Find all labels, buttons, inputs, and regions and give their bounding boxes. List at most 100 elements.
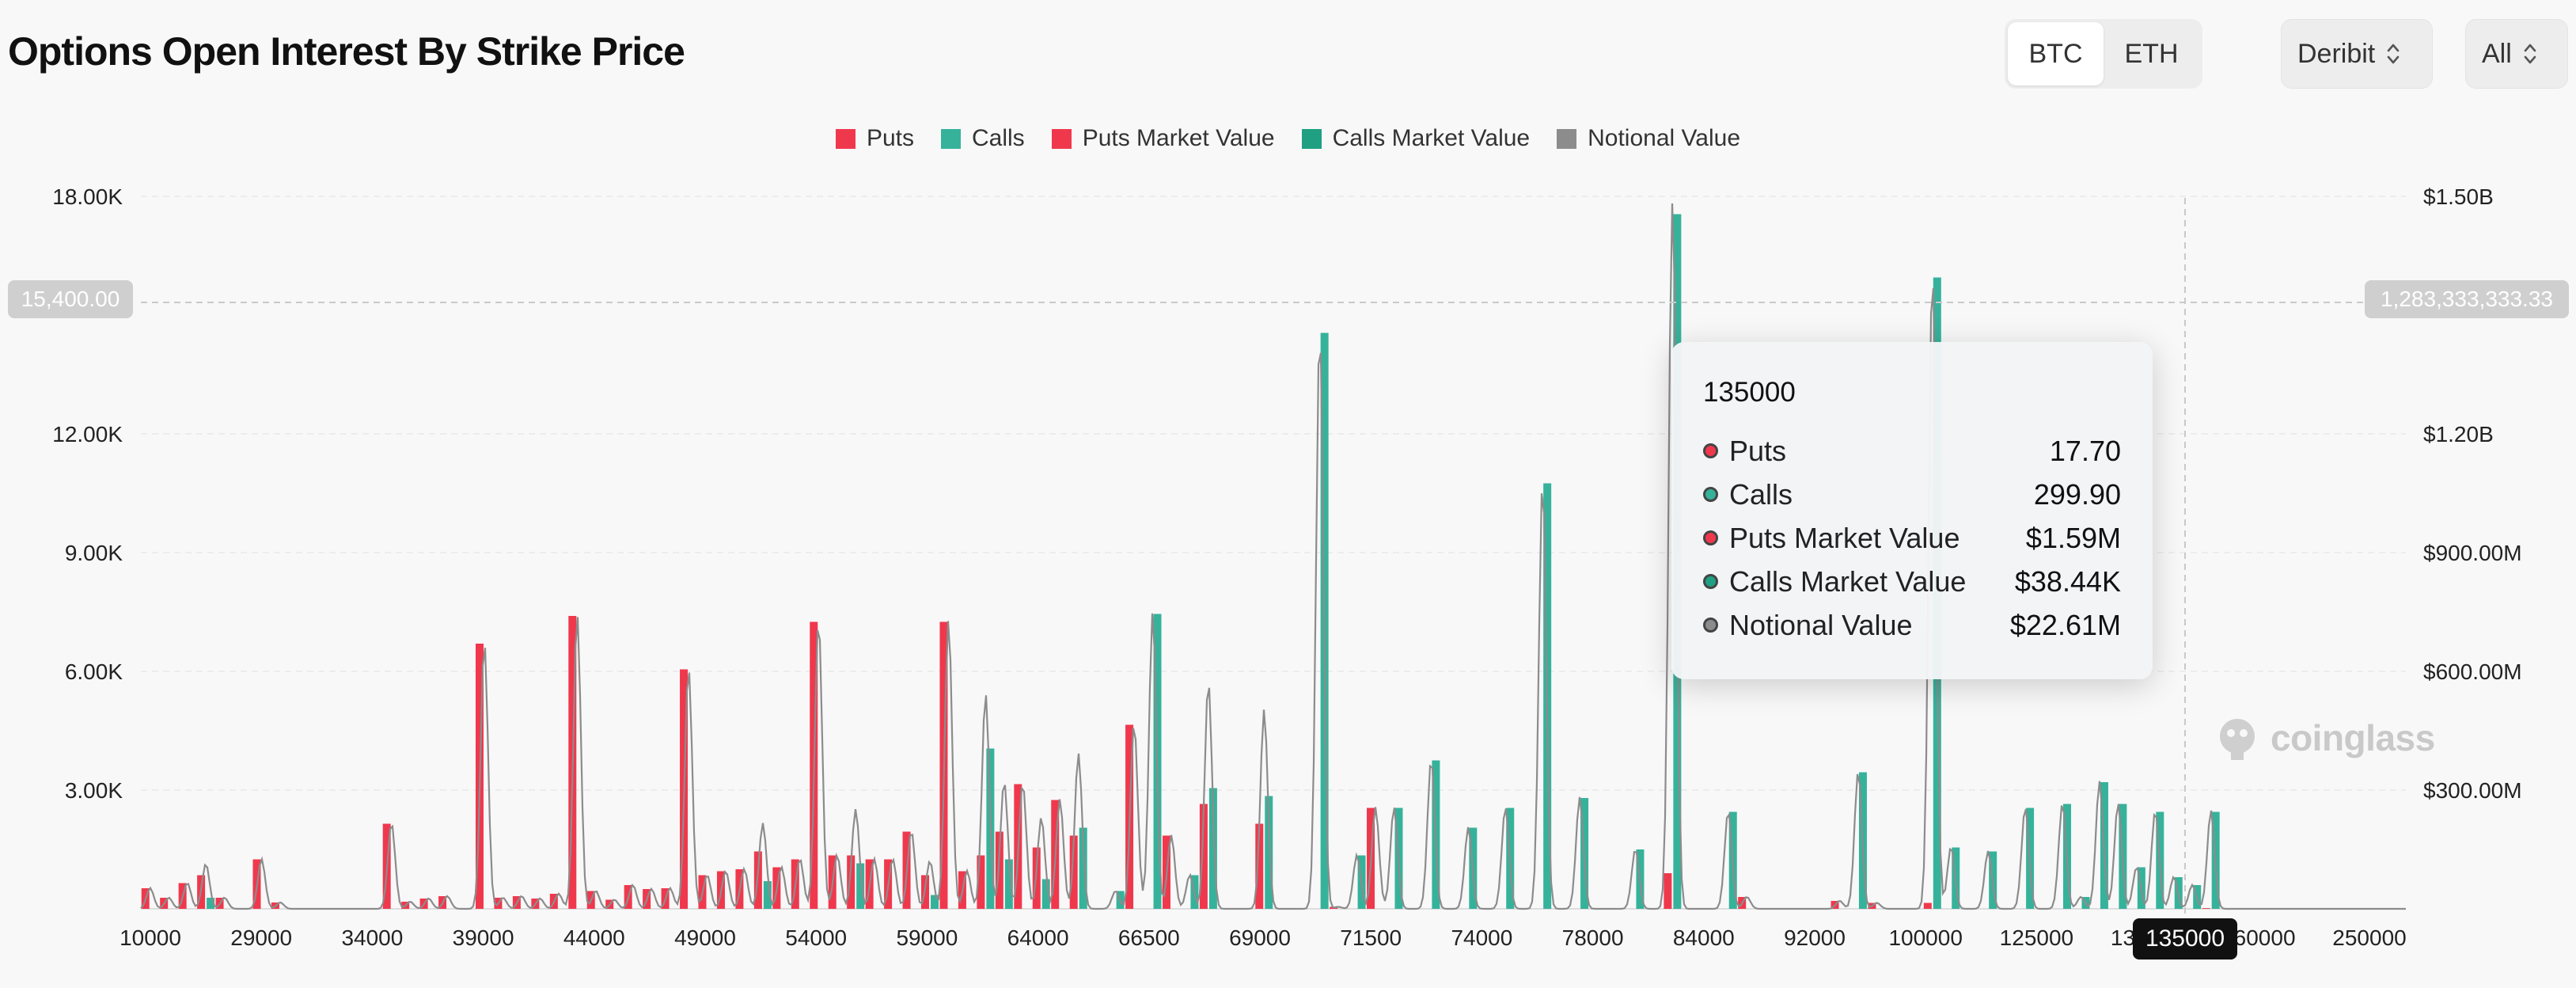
- bar-puts[interactable]: [1199, 804, 1208, 910]
- chart-tooltip: 135000 Puts 17.70 Calls 299.90 Puts Mark…: [1671, 342, 2153, 679]
- tooltip-label: Notional Value: [1729, 608, 1913, 641]
- tooltip-dot: [1703, 487, 1718, 502]
- coin-toggle: BTC ETH: [2005, 19, 2202, 89]
- chevron-updown-icon: [2524, 44, 2536, 64]
- tooltip-label: Calls Market Value: [1729, 564, 1967, 598]
- x-tick-label: 100000: [1888, 925, 1962, 950]
- bar-puts[interactable]: [847, 855, 856, 910]
- tooltip-value: $22.61M: [2009, 608, 2121, 641]
- tab-eth[interactable]: ETH: [2124, 38, 2179, 69]
- y-tick-label: 9.00K: [65, 541, 123, 565]
- tooltip-value: 299.90: [2033, 477, 2121, 511]
- bar-puts[interactable]: [1069, 835, 1078, 910]
- bar-calls[interactable]: [1041, 879, 1050, 910]
- bar-calls[interactable]: [1079, 827, 1087, 910]
- bar-calls[interactable]: [207, 898, 215, 909]
- x-tick-label: 92000: [1784, 925, 1846, 950]
- tooltip-dot: [1703, 618, 1718, 633]
- y-tick-label: 6.00K: [65, 659, 123, 684]
- legend-label: Calls Market Value: [1332, 125, 1531, 151]
- tooltip-dot: [1703, 530, 1718, 545]
- bar-puts[interactable]: [1255, 823, 1264, 910]
- x-tick-label: 29000: [230, 925, 292, 950]
- legend-item-calls[interactable]: Calls: [941, 125, 1025, 152]
- watermark-text: coinglass: [2271, 717, 2435, 758]
- x-tick-label: 64000: [1007, 925, 1069, 950]
- x-tick-label: 78000: [1562, 925, 1624, 950]
- legend-item-notional-value[interactable]: Notional Value: [1557, 125, 1740, 152]
- exchange-select[interactable]: Deribit: [2281, 19, 2433, 89]
- bar-puts[interactable]: [995, 831, 1003, 910]
- tooltip-row-puts-market-value: Puts Market Value $1.59M: [1703, 516, 2121, 560]
- legend-label: Puts Market Value: [1082, 125, 1275, 151]
- chart-legend: Puts Calls Puts Market Value Calls Marke…: [0, 125, 2576, 152]
- y2-tick-label: $300.00M: [2423, 778, 2522, 803]
- tooltip-row-notional-value: Notional Value $22.61M: [1703, 603, 2121, 647]
- exchange-select-value: Deribit: [2297, 38, 2376, 69]
- y2-tick-label: $1.20B: [2423, 422, 2494, 446]
- y2-tick-label: $600.00M: [2423, 659, 2522, 684]
- bar-calls[interactable]: [931, 895, 939, 910]
- x-tick-label: 44000: [563, 925, 625, 950]
- y2-tick-label: $1.50B: [2423, 184, 2494, 209]
- bar-puts[interactable]: [1923, 902, 1932, 910]
- tab-btc[interactable]: BTC: [2008, 22, 2104, 86]
- crosshair-x-label: 135000: [2133, 918, 2237, 960]
- y-tick-label: 3.00K: [65, 778, 123, 803]
- bar-puts[interactable]: [977, 855, 985, 910]
- x-tick-label: 69000: [1229, 925, 1291, 950]
- period-select[interactable]: All: [2465, 19, 2568, 89]
- legend-swatch-puts-market-value: [1051, 128, 1072, 149]
- legend-swatch-calls: [941, 128, 961, 149]
- x-tick-label: 54000: [785, 925, 847, 950]
- x-tick-label: 66500: [1118, 925, 1180, 950]
- tooltip-label: Puts: [1729, 434, 1787, 467]
- x-tick-label: 34000: [341, 925, 403, 950]
- legend-label: Puts: [866, 125, 914, 151]
- bar-calls[interactable]: [856, 863, 865, 910]
- legend-item-puts-market-value[interactable]: Puts Market Value: [1051, 125, 1275, 152]
- bar-puts[interactable]: [1664, 873, 1672, 909]
- x-tick-label: 250000: [2332, 925, 2406, 950]
- tooltip-title: 135000: [1703, 377, 1796, 408]
- tooltip-row-calls-market-value: Calls Market Value $38.44K: [1703, 560, 2121, 603]
- tooltip-value: 17.70: [2049, 434, 2121, 467]
- legend-label: Calls: [972, 125, 1025, 151]
- y-tick-label: 12.00K: [52, 422, 123, 446]
- legend-item-calls-market-value[interactable]: Calls Market Value: [1301, 125, 1531, 152]
- coinglass-watermark: coinglass: [2212, 712, 2435, 763]
- bar-puts[interactable]: [2202, 908, 2210, 909]
- x-tick-label: 10000: [120, 925, 181, 950]
- bar-calls[interactable]: [1208, 788, 1217, 910]
- bar-calls[interactable]: [763, 881, 772, 909]
- legend-item-puts[interactable]: Puts: [835, 125, 914, 152]
- crosshair-y-label: 15,400.00: [8, 280, 133, 318]
- period-select-value: All: [2482, 38, 2512, 69]
- x-tick-label: 125000: [2000, 925, 2073, 950]
- tooltip-dot: [1703, 574, 1718, 589]
- bar-calls[interactable]: [1004, 859, 1013, 910]
- x-tick-label: 39000: [453, 925, 514, 950]
- legend-swatch-notional-value: [1557, 128, 1577, 149]
- chevron-updown-icon: [2387, 44, 2400, 64]
- bar-calls[interactable]: [1265, 796, 1273, 910]
- x-tick-label: 74000: [1451, 925, 1512, 950]
- y2-tick-label: $900.00M: [2423, 541, 2522, 565]
- tooltip-row-calls: Calls 299.90: [1703, 473, 2121, 516]
- y-tick-label: 18.00K: [52, 184, 123, 209]
- x-tick-label: 71500: [1340, 925, 1402, 950]
- legend-label: Notional Value: [1588, 125, 1741, 151]
- tooltip-value: $38.44K: [2014, 564, 2121, 598]
- crosshair-y2-label: 1,283,333,333.33: [2365, 280, 2569, 318]
- coinglass-logo-icon: [2220, 719, 2255, 760]
- legend-swatch-calls-market-value: [1301, 128, 1322, 149]
- series-line-notional-value: [140, 203, 2406, 910]
- legend-swatch-puts: [835, 128, 856, 149]
- tooltip-dot: [1703, 443, 1718, 458]
- tooltip-value: $1.59M: [2025, 521, 2121, 554]
- x-tick-label: 84000: [1673, 925, 1735, 950]
- tooltip-label: Puts Market Value: [1729, 521, 1960, 554]
- tooltip-label: Calls: [1729, 477, 1793, 511]
- tooltip-row-puts: Puts 17.70: [1703, 429, 2121, 473]
